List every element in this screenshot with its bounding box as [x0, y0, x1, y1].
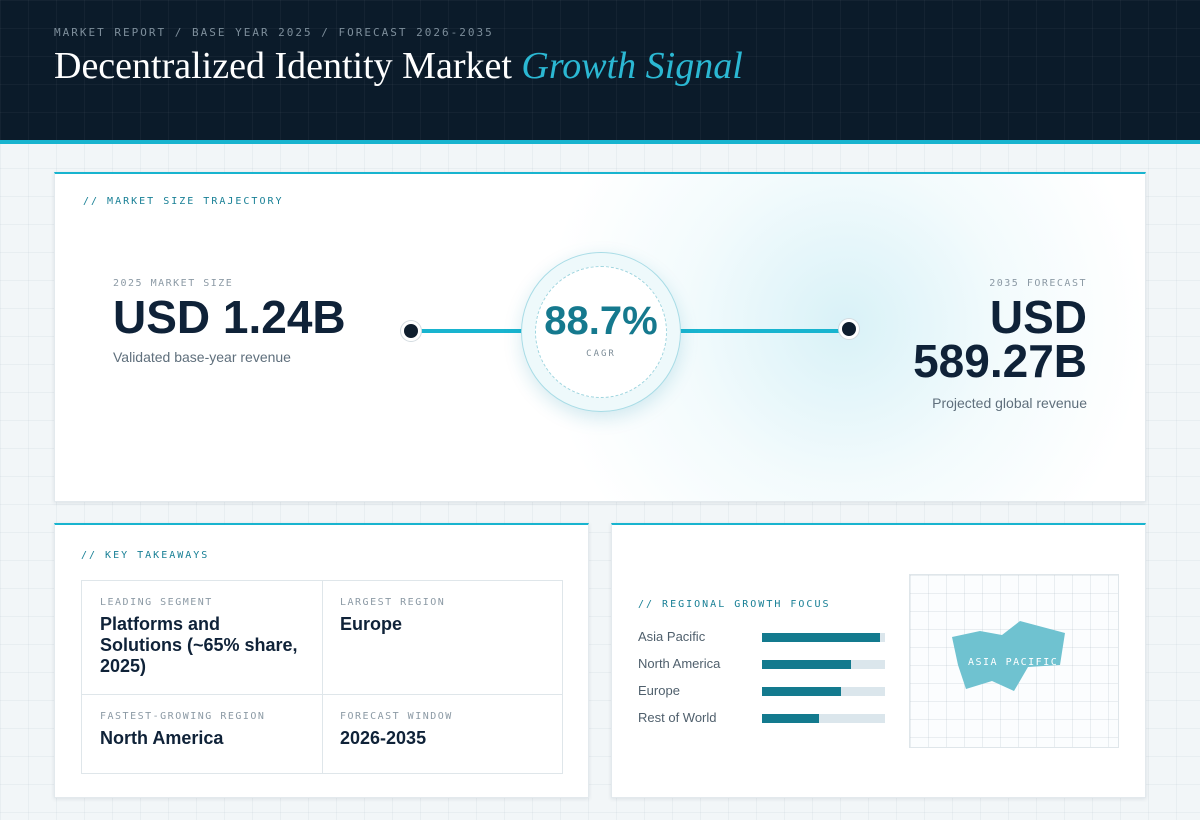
- region-bar-row: Rest of World: [638, 710, 888, 726]
- region-bar-track: [762, 633, 885, 642]
- cagr-ring: 88.7% CAGR: [521, 252, 681, 412]
- takeaway-forecast-window: FORECAST WINDOW 2026-2035: [322, 695, 562, 749]
- cagr-value: 88.7%: [544, 299, 658, 343]
- trajectory-line-left: [419, 329, 527, 333]
- start-metric-value: USD 1.24B: [113, 291, 346, 343]
- region-bar-row: Europe: [638, 683, 888, 699]
- cagr-inner-circle: 88.7% CAGR: [535, 266, 667, 398]
- title-main: Decentralized Identity Market: [54, 45, 512, 87]
- region-bar-row: North America: [638, 656, 888, 672]
- end-metric-label: 2035 FORECAST: [989, 278, 1087, 289]
- regional-section-label: // REGIONAL GROWTH FOCUS: [638, 599, 831, 610]
- takeaway-label: LARGEST REGION: [340, 597, 446, 608]
- start-metric-note: Validated base-year revenue: [113, 349, 291, 365]
- cagr-label: CAGR: [586, 349, 616, 359]
- page-title: Decentralized Identity Market Growth Sig…: [54, 44, 743, 88]
- takeaway-label: LEADING SEGMENT: [100, 597, 213, 608]
- region-map: ASIA PACIFIC: [909, 574, 1119, 748]
- grid-divider-vertical: [322, 581, 323, 773]
- takeaways-section-label: // KEY TAKEAWAYS: [81, 550, 210, 561]
- takeaway-value: Platforms and Solutions (~65% share, 202…: [100, 614, 298, 676]
- start-dot: [401, 321, 421, 341]
- region-bar-track: [762, 660, 885, 669]
- end-metric-note: Projected global revenue: [932, 395, 1087, 411]
- report-kicker: MARKET REPORT / BASE YEAR 2025 / FORECAS…: [54, 26, 494, 39]
- end-metric: 2035 FORECAST USD 589.27B Projected glob…: [827, 278, 1087, 411]
- region-bar-fill: [762, 633, 881, 642]
- region-bar-label: Europe: [638, 683, 680, 698]
- region-bar-fill: [762, 660, 851, 669]
- trajectory-line-right: [665, 329, 845, 333]
- region-bar-label: Asia Pacific: [638, 629, 706, 644]
- region-bar-label: Rest of World: [638, 710, 717, 725]
- trajectory-section-label: // MARKET SIZE TRAJECTORY: [83, 196, 284, 207]
- start-metric-label: 2025 MARKET SIZE: [113, 278, 234, 289]
- takeaway-value: Europe: [340, 614, 403, 634]
- grid-divider-horizontal: [82, 694, 562, 695]
- takeaway-leading-segment: LEADING SEGMENT Platforms and Solutions …: [82, 581, 322, 677]
- region-bar-track: [762, 714, 885, 723]
- start-metric: 2025 MARKET SIZE USD 1.24B Validated bas…: [113, 278, 346, 365]
- takeaway-largest-region: LARGEST REGION Europe: [322, 581, 562, 635]
- report-header: MARKET REPORT / BASE YEAR 2025 / FORECAS…: [0, 0, 1200, 144]
- takeaways-grid: LEADING SEGMENT Platforms and Solutions …: [81, 580, 563, 774]
- takeaway-label: FORECAST WINDOW: [340, 711, 453, 722]
- region-bar-track: [762, 687, 885, 696]
- region-bar-fill: [762, 687, 841, 696]
- title-accent: Growth Signal: [521, 45, 743, 87]
- takeaway-value: 2026-2035: [340, 728, 427, 748]
- takeaway-value: North America: [100, 728, 224, 748]
- region-bar-fill: [762, 714, 819, 723]
- end-metric-value: USD 589.27B: [913, 291, 1087, 387]
- takeaway-fastest-growing-region: FASTEST-GROWING REGION North America: [82, 695, 322, 749]
- key-takeaways-card: // KEY TAKEAWAYS LEADING SEGMENT Platfor…: [54, 523, 589, 798]
- map-region-label: ASIA PACIFIC: [968, 657, 1058, 668]
- end-dot: [839, 319, 859, 339]
- takeaway-label: FASTEST-GROWING REGION: [100, 711, 266, 722]
- region-bar-label: North America: [638, 656, 721, 671]
- market-trajectory-card: // MARKET SIZE TRAJECTORY 2025 MARKET SI…: [54, 172, 1146, 502]
- regional-growth-card: // REGIONAL GROWTH FOCUS Asia Pacific Nor…: [611, 523, 1146, 798]
- asia-pacific-shape: [952, 621, 1065, 691]
- region-map-svg: ASIA PACIFIC: [952, 621, 1065, 691]
- region-bar-row: Asia Pacific: [638, 629, 888, 645]
